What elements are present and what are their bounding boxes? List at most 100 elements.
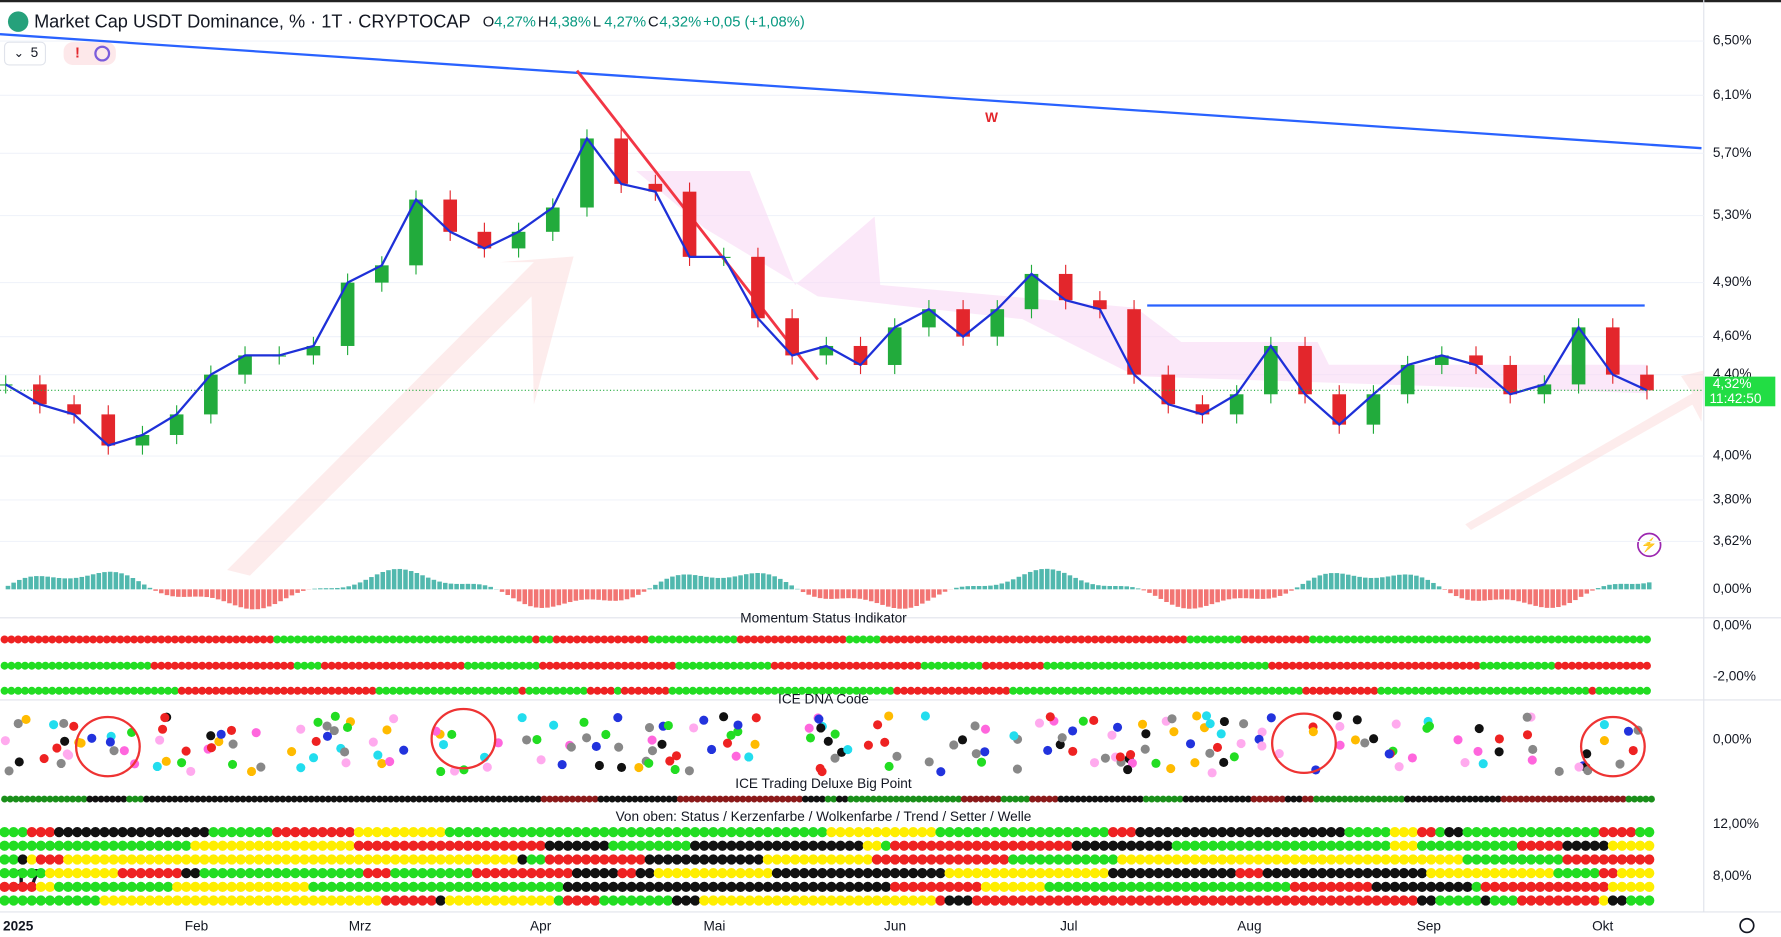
status-dot <box>1465 661 1474 670</box>
status-dot <box>743 635 752 644</box>
status-dot <box>272 895 283 906</box>
dna-dot <box>722 738 733 748</box>
status-dot <box>1002 635 1011 644</box>
status-dot <box>1125 686 1134 695</box>
status-dot <box>444 854 455 865</box>
status-dot <box>435 854 446 865</box>
status-dot <box>1574 635 1583 644</box>
status-dot <box>690 868 701 879</box>
dna-dot <box>181 746 191 756</box>
histogram-bar <box>283 589 289 599</box>
status-dot <box>1171 868 1182 879</box>
histogram-bar <box>153 589 158 591</box>
dna-dot <box>733 727 743 737</box>
status-dot <box>1044 826 1055 838</box>
status-dot <box>35 826 47 838</box>
status-dot <box>1253 840 1264 851</box>
status-dot <box>989 826 1001 838</box>
status-dot <box>771 854 783 865</box>
status-dot <box>1029 661 1038 670</box>
dna-dot <box>726 730 736 740</box>
status-dot <box>399 854 410 865</box>
status-dot <box>744 854 755 865</box>
dna-dot <box>804 723 814 733</box>
status-dot <box>426 881 437 892</box>
status-dot <box>617 895 628 906</box>
status-dot <box>1176 795 1184 803</box>
candle-body <box>238 355 252 375</box>
status-dot <box>835 895 846 906</box>
status-dot <box>1062 826 1073 838</box>
status-dot <box>1117 895 1128 906</box>
status-dot <box>1253 895 1264 906</box>
status-dot <box>972 795 980 803</box>
status-dot <box>35 881 47 892</box>
symbol-icon[interactable] <box>7 11 29 32</box>
histogram-bar <box>1527 589 1533 605</box>
symbol-title[interactable]: Market Cap USDT Dominance, % · 1T · CRYP… <box>34 12 471 32</box>
status-dot <box>880 868 892 879</box>
status-dot <box>172 826 183 838</box>
indicator-toggle[interactable] <box>3 41 47 66</box>
status-dot <box>797 661 806 670</box>
lightning-button[interactable] <box>1637 532 1662 558</box>
status-dot <box>114 795 122 803</box>
histogram-bar <box>386 570 391 590</box>
status-dot <box>1377 635 1386 644</box>
settings-icon[interactable] <box>1739 917 1755 934</box>
status-dot <box>926 840 937 851</box>
status-dot <box>281 826 292 838</box>
status-dot <box>1435 868 1446 879</box>
status-dot <box>1071 881 1082 892</box>
status-dot <box>532 661 541 670</box>
status-dot <box>753 854 764 865</box>
status-dot <box>1035 854 1046 865</box>
status-dot <box>870 795 877 803</box>
status-dot <box>708 826 719 838</box>
status-dot <box>1125 661 1134 670</box>
status-dot <box>395 661 404 670</box>
status-dot <box>381 826 392 838</box>
histogram-bar <box>925 589 931 601</box>
status-dot <box>699 895 710 906</box>
status-dot <box>845 686 854 695</box>
status-dot <box>1247 686 1256 695</box>
dna-dot <box>296 763 306 773</box>
time-label: Sep <box>1417 918 1442 933</box>
status-dot <box>436 635 445 644</box>
status-dot <box>1616 868 1628 879</box>
dna-dot <box>155 735 165 745</box>
status-dot <box>1553 854 1564 865</box>
status-dot <box>1009 686 1018 695</box>
status-dot <box>1370 686 1379 695</box>
status-dot <box>1479 686 1488 695</box>
status-dot <box>1153 895 1164 906</box>
status-dot <box>603 795 610 803</box>
status-dot <box>644 826 655 838</box>
status-dot <box>44 854 56 865</box>
status-dot <box>1344 840 1355 851</box>
status-dot <box>662 840 673 851</box>
status-dot <box>680 868 692 879</box>
status-dot <box>354 635 363 644</box>
status-dot <box>726 881 737 892</box>
status-dot <box>994 795 1002 803</box>
candle-body <box>1332 394 1347 425</box>
histogram-bar <box>1124 586 1130 590</box>
status-dot <box>300 686 309 695</box>
status-dot <box>177 686 186 695</box>
histogram-bar <box>681 574 687 590</box>
status-dot <box>262 881 274 892</box>
status-dot <box>799 895 810 906</box>
status-dot <box>453 868 464 879</box>
status-dot <box>435 895 446 906</box>
status-dot <box>653 840 664 851</box>
status-dot <box>1426 868 1437 879</box>
status-dot <box>1180 826 1191 838</box>
status-dot <box>1568 795 1576 803</box>
status-dot <box>1144 840 1155 851</box>
status-dot <box>799 826 810 838</box>
status-dot <box>1483 795 1491 803</box>
status-dot <box>980 854 992 865</box>
status-dot <box>688 795 696 803</box>
